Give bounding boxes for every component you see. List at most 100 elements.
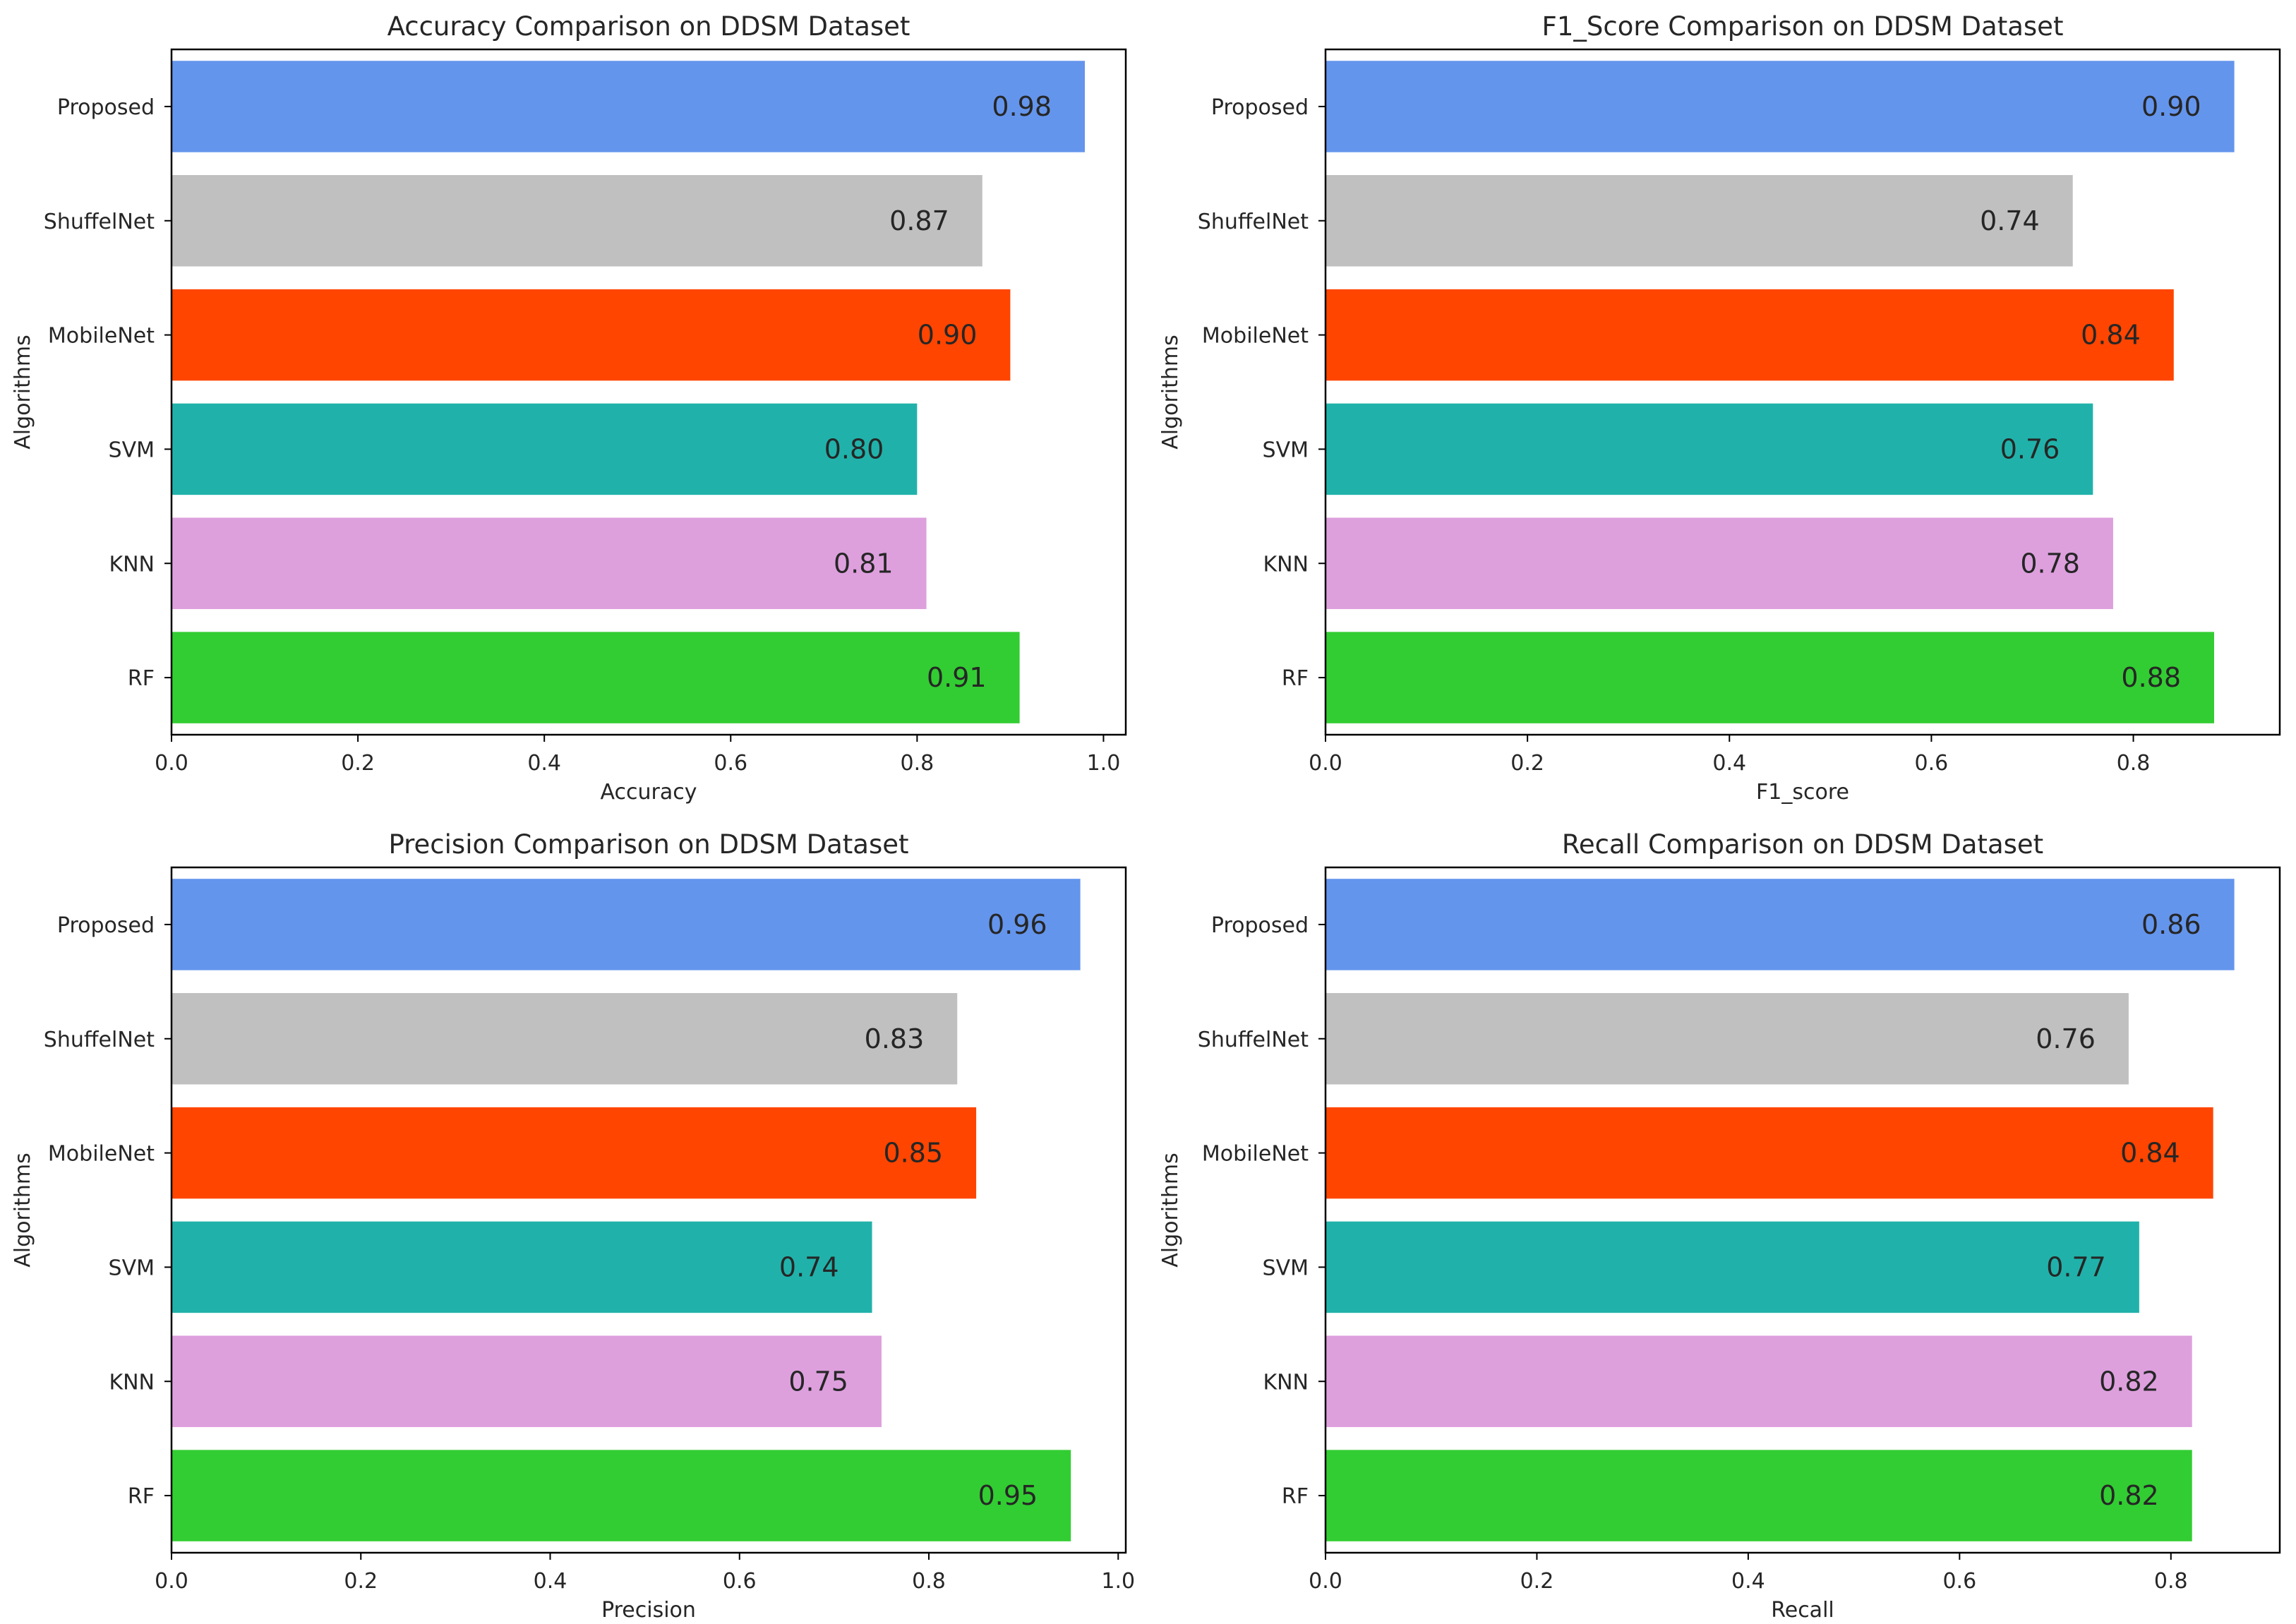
value-label-mobilenet: 0.90 — [918, 320, 978, 351]
bar-mobilenet — [172, 1107, 977, 1199]
chart-precision: Precision Comparison on DDSM Dataset 0.96… — [11, 829, 1135, 1623]
bar-shuffelnet — [1326, 993, 2129, 1085]
bar-knn — [1326, 1335, 2192, 1427]
plot-frame — [170, 48, 1127, 736]
bar-rf — [172, 1450, 1071, 1541]
bar-proposed — [1326, 879, 2235, 970]
value-label-proposed: 0.96 — [987, 909, 1047, 940]
chart-title: F1_Score Comparison on DDSM Dataset — [1542, 11, 2064, 42]
chart-accuracy: Accuracy Comparison on DDSM Dataset 0.98 P… — [11, 11, 1127, 805]
plot-frame — [1324, 866, 2281, 1554]
x-axis-label: F1_score — [1756, 780, 1849, 805]
x-tick-label: 0.0 — [1309, 751, 1342, 776]
bar-svm — [1326, 1221, 2139, 1313]
value-label-svm: 0.80 — [824, 433, 884, 464]
x-tick-label: 0.6 — [1942, 1569, 1976, 1594]
x-tick-label: 0.0 — [1309, 1569, 1342, 1594]
bar-proposed — [1326, 61, 2235, 152]
x-tick-label: 0.4 — [527, 751, 561, 776]
x-tick-label: 0.0 — [155, 751, 188, 776]
x-tick-label: 0.8 — [912, 1569, 946, 1594]
plot-frame — [170, 866, 1127, 1554]
y-tick-label-mobilenet: MobileNet — [48, 1142, 155, 1167]
y-tick-label-shuffelnet: ShuffelNet — [1198, 210, 1309, 234]
bar-rf — [1326, 632, 2215, 723]
chart-title: Recall Comparison on DDSM Dataset — [1562, 829, 2043, 860]
bar-knn — [1326, 517, 2113, 609]
y-tick-label-mobilenet: MobileNet — [1202, 324, 1309, 349]
x-axis-label: Precision — [601, 1598, 696, 1623]
x-tick-label: 0.4 — [534, 1569, 567, 1594]
y-tick-label-svm: SVM — [1263, 1256, 1309, 1280]
y-tick-label-rf: RF — [128, 1484, 155, 1509]
bar-rf — [172, 632, 1020, 723]
value-label-shuffelnet: 0.76 — [2036, 1023, 2096, 1054]
x-tick-label: 0.6 — [723, 1569, 757, 1594]
y-tick-label-mobilenet: MobileNet — [1202, 1142, 1309, 1167]
y-tick-label-svm: SVM — [109, 438, 155, 462]
value-label-mobilenet: 0.84 — [2081, 320, 2141, 351]
value-label-mobilenet: 0.85 — [883, 1138, 943, 1169]
y-tick-label-mobilenet: MobileNet — [48, 324, 155, 349]
value-label-knn: 0.82 — [2099, 1366, 2159, 1397]
plot-frame — [1324, 48, 2281, 736]
x-tick-label: 0.4 — [1712, 751, 1746, 776]
bar-knn — [172, 1335, 882, 1427]
y-tick-label-svm: SVM — [1263, 438, 1309, 462]
y-tick-label-shuffelnet: ShuffelNet — [1198, 1028, 1309, 1052]
x-tick-label: 1.0 — [1087, 751, 1121, 776]
y-tick-label-svm: SVM — [109, 1256, 155, 1280]
bar-mobilenet — [1326, 1107, 2213, 1199]
y-axis-label: Algorithms — [1158, 335, 1183, 450]
x-tick-label: 0.4 — [1731, 1569, 1765, 1594]
y-tick-label-shuffelnet: ShuffelNet — [44, 1028, 155, 1052]
bar-proposed — [172, 61, 1086, 152]
value-label-shuffelnet: 0.74 — [1980, 205, 2040, 236]
x-tick-label: 1.0 — [1101, 1569, 1135, 1594]
y-axis-label: Algorithms — [1158, 1153, 1183, 1268]
x-tick-label: 0.8 — [2117, 751, 2151, 776]
value-label-proposed: 0.98 — [992, 91, 1052, 122]
bar-svm — [172, 1221, 872, 1313]
x-tick-label: 0.2 — [341, 751, 375, 776]
bar-knn — [172, 517, 927, 609]
y-tick-label-rf: RF — [1282, 666, 1309, 691]
x-tick-label: 0.6 — [714, 751, 747, 776]
y-tick-label-knn: KNN — [109, 552, 155, 577]
y-tick-label-proposed: Proposed — [57, 913, 155, 938]
y-tick-label-proposed: Proposed — [1211, 95, 1309, 120]
chart-title: Precision Comparison on DDSM Dataset — [388, 829, 908, 860]
bar-shuffelnet — [172, 175, 982, 267]
x-tick-label: 0.2 — [1520, 1569, 1554, 1594]
value-label-knn: 0.78 — [2020, 548, 2080, 579]
x-tick-label: 0.0 — [155, 1569, 188, 1594]
y-tick-label-rf: RF — [1282, 1484, 1309, 1509]
x-tick-label: 0.2 — [344, 1569, 378, 1594]
x-tick-label: 0.6 — [1915, 751, 1949, 776]
value-label-rf: 0.82 — [2099, 1480, 2159, 1511]
value-label-svm: 0.74 — [779, 1251, 839, 1282]
value-label-shuffelnet: 0.83 — [865, 1023, 925, 1054]
value-label-proposed: 0.86 — [2141, 909, 2201, 940]
y-axis-label: Algorithms — [11, 1153, 35, 1268]
x-axis-label: Accuracy — [601, 780, 697, 805]
value-label-rf: 0.88 — [2121, 662, 2181, 693]
y-tick-label-knn: KNN — [1263, 1370, 1309, 1395]
bar-shuffelnet — [172, 993, 958, 1085]
value-label-shuffelnet: 0.87 — [889, 205, 949, 236]
value-label-svm: 0.77 — [2046, 1251, 2106, 1282]
value-label-knn: 0.75 — [788, 1366, 848, 1397]
y-tick-label-knn: KNN — [109, 1370, 155, 1395]
x-tick-label: 0.8 — [900, 751, 934, 776]
value-label-proposed: 0.90 — [2141, 91, 2201, 122]
value-label-mobilenet: 0.84 — [2120, 1138, 2180, 1169]
bar-mobilenet — [1326, 289, 2174, 381]
bar-mobilenet — [172, 289, 1011, 381]
y-tick-label-proposed: Proposed — [1211, 913, 1309, 938]
x-tick-label: 0.8 — [2154, 1569, 2188, 1594]
bar-svm — [172, 403, 918, 495]
bar-proposed — [172, 879, 1081, 970]
y-tick-label-proposed: Proposed — [57, 95, 155, 120]
chart-title: Accuracy Comparison on DDSM Dataset — [387, 11, 910, 42]
bar-shuffelnet — [1326, 175, 2073, 267]
